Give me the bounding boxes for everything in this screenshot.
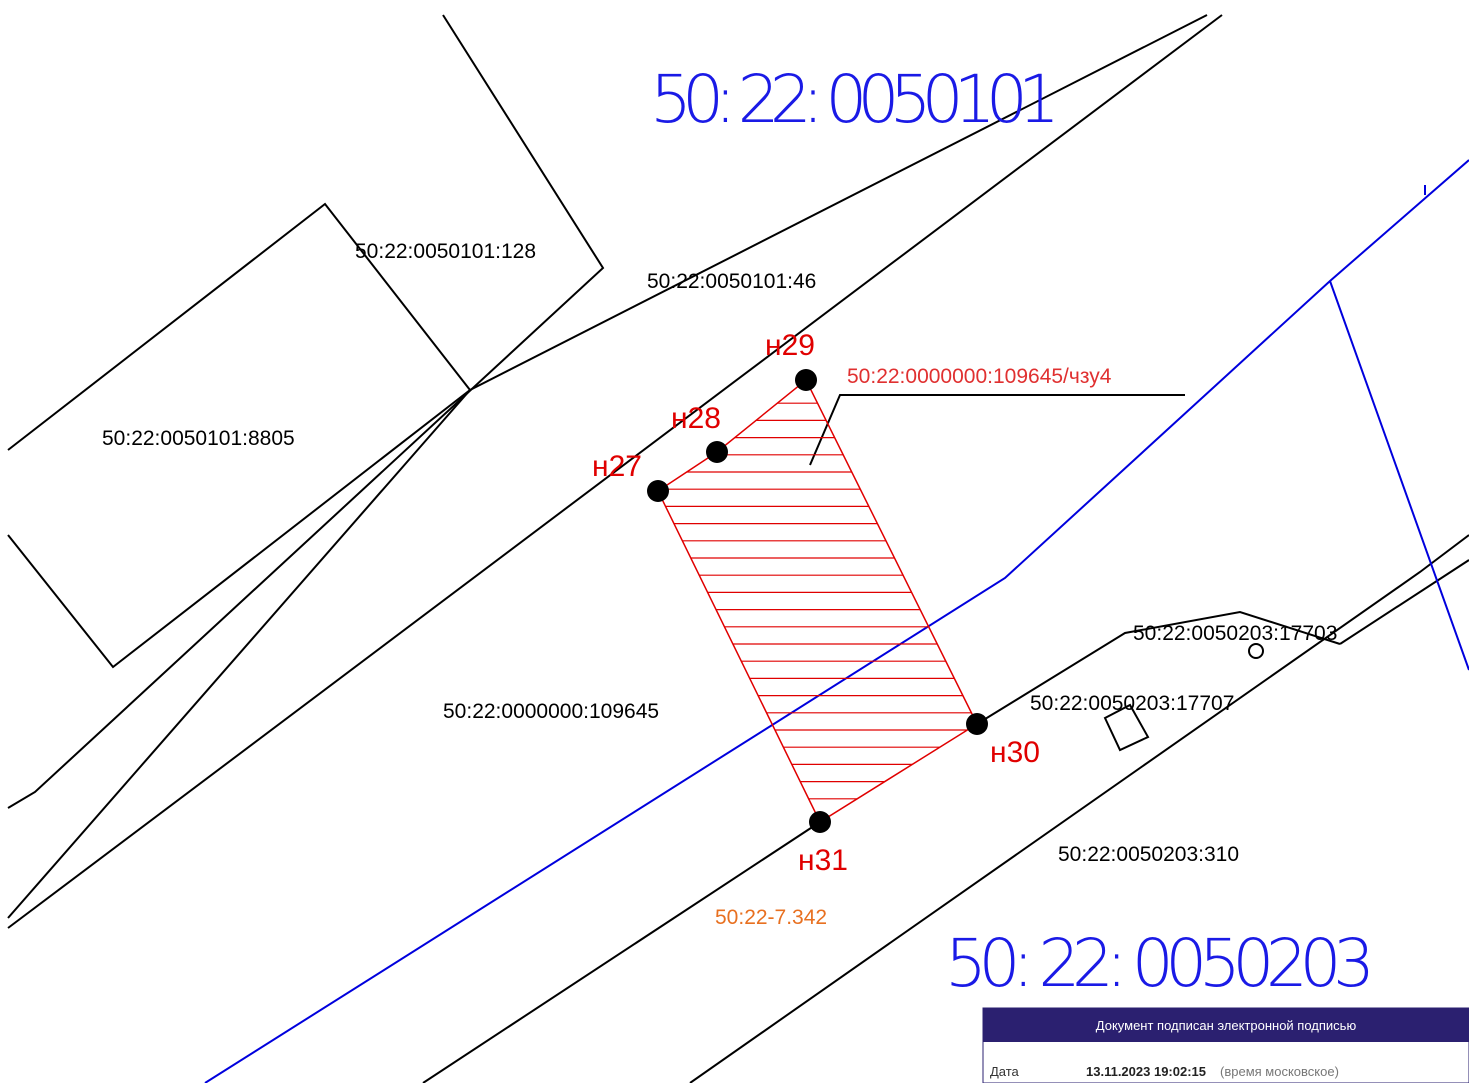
signature-header-bg	[983, 1008, 1469, 1042]
parcel-label: 50:22:0000000:109645	[443, 700, 659, 723]
quarter-label: 50: 22: 0050101	[650, 61, 1060, 138]
boundary	[422, 821, 821, 1083]
date-label: Дата	[990, 1064, 1020, 1079]
point-label: н28	[671, 402, 721, 435]
parcel-label: 50:22:0050203:17703	[1133, 622, 1337, 645]
hatch	[658, 385, 977, 817]
points	[647, 369, 988, 833]
parcel-label: 50:22:0050203:310	[1058, 843, 1239, 866]
point	[647, 480, 669, 502]
date-value: 13.11.2023 19:02:15	[1086, 1064, 1206, 1079]
boundary	[469, 14, 1208, 391]
zone-label: 50:22-7.342	[715, 906, 827, 929]
point	[809, 811, 831, 833]
parcel-label: 50:22:0050101:128	[355, 240, 536, 263]
zone-lines	[204, 159, 1469, 1083]
boundary	[7, 389, 471, 919]
date-note: (время московское)	[1220, 1064, 1339, 1079]
boundaries	[7, 14, 1469, 1083]
point-label: н27	[592, 450, 642, 483]
boundary	[7, 14, 605, 809]
boundary	[976, 610, 1341, 725]
new-parcel	[657, 378, 978, 824]
zone-boundary	[204, 159, 1469, 1083]
parcel-label: 50:22:0050101:8805	[102, 427, 295, 450]
signature-box: Документ подписан электронной подписью Д…	[982, 1007, 1469, 1083]
point-label: н30	[990, 736, 1040, 769]
zone-boundary	[1329, 280, 1469, 671]
new-parcel-label: 50:22:0000000:109645/чзу4	[847, 365, 1112, 388]
quarter-label: 50: 22: 0050203	[945, 925, 1375, 1002]
boundary	[7, 14, 1223, 929]
well	[1248, 643, 1264, 659]
point	[706, 441, 728, 463]
parcel-label: 50:22:0050101:46	[647, 270, 816, 293]
building	[1103, 703, 1150, 752]
boundary	[1339, 559, 1469, 645]
parcel-label: 50:22:0050203:17707	[1030, 692, 1234, 715]
point-label: н31	[798, 844, 848, 877]
point	[966, 713, 988, 735]
leader-line	[809, 394, 1185, 466]
point-label: н29	[765, 329, 815, 362]
point	[795, 369, 817, 391]
boundary	[689, 534, 1469, 1083]
signature-header: Документ подписан электронной подписью	[1096, 1018, 1357, 1033]
